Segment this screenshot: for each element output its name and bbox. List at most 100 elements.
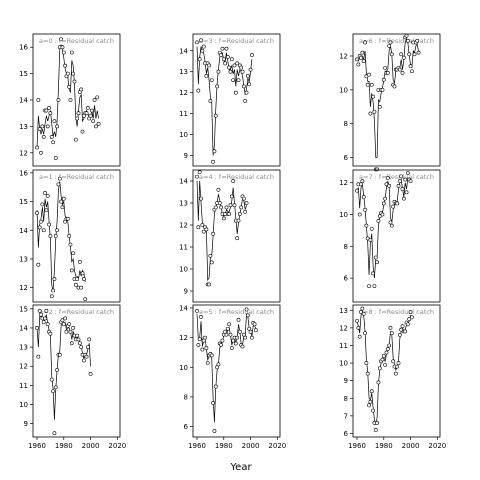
data-point — [61, 196, 66, 201]
data-point — [80, 129, 85, 134]
data-point — [254, 328, 258, 333]
data-point — [35, 326, 39, 330]
data-point — [211, 400, 215, 405]
data-point — [43, 191, 47, 195]
data-point — [203, 335, 207, 340]
data-point — [404, 190, 409, 195]
data-point — [372, 109, 377, 114]
data-point — [409, 69, 414, 74]
data-point — [244, 90, 249, 95]
data-point — [53, 385, 58, 390]
data-point — [416, 50, 421, 55]
data-point — [368, 399, 373, 404]
data-point — [243, 335, 248, 340]
data-point — [195, 174, 199, 179]
fitted-line — [36, 44, 99, 148]
x-tick-label: 2020 — [108, 442, 126, 450]
data-point — [403, 177, 408, 182]
y-tick-label: 11 — [339, 342, 348, 350]
data-point — [372, 284, 377, 289]
data-point — [60, 205, 65, 210]
data-point — [85, 345, 90, 349]
data-point — [359, 182, 363, 187]
data-point — [39, 219, 43, 224]
panel-label: a=8 : f=Residual catch — [359, 308, 434, 316]
data-point — [61, 322, 66, 327]
data-point — [216, 187, 221, 192]
data-point — [75, 333, 80, 338]
y-tick-label: 6 — [344, 154, 349, 162]
y-tick-label: 11 — [179, 110, 188, 118]
data-point — [248, 67, 253, 72]
data-point — [408, 310, 413, 314]
data-point — [233, 90, 238, 95]
data-point — [381, 77, 386, 82]
data-point — [68, 329, 73, 334]
data-point — [248, 329, 253, 334]
data-point — [88, 113, 93, 118]
data-point — [407, 52, 412, 57]
data-point — [201, 229, 206, 234]
y-tick-label: 13 — [19, 344, 28, 352]
data-point — [359, 310, 363, 314]
data-point — [45, 124, 50, 129]
data-point — [204, 227, 209, 232]
data-point — [381, 201, 386, 206]
y-tick-label: 14 — [19, 227, 28, 235]
data-point — [40, 202, 45, 207]
data-point — [87, 337, 92, 342]
data-point — [88, 371, 93, 376]
y-tick-label: 12 — [179, 222, 188, 230]
data-point — [244, 201, 249, 205]
data-point — [223, 61, 228, 66]
y-tick-label: 8 — [344, 243, 348, 251]
data-point — [360, 179, 365, 184]
data-point — [52, 119, 57, 124]
data-point — [223, 329, 228, 334]
data-point — [239, 65, 244, 70]
y-tick-label: 15 — [19, 70, 28, 78]
data-point — [56, 98, 61, 102]
data-point — [201, 44, 206, 49]
data-point — [397, 179, 402, 184]
data-point — [41, 135, 46, 139]
data-point — [200, 223, 205, 227]
data-point — [196, 225, 201, 230]
data-point — [364, 223, 369, 228]
data-point — [395, 364, 400, 369]
y-tick-label: 6 — [344, 275, 349, 283]
data-point — [219, 343, 224, 347]
data-point — [408, 179, 413, 184]
data-point — [392, 84, 397, 89]
data-point — [241, 332, 246, 337]
data-point — [231, 78, 236, 83]
data-point — [363, 331, 367, 336]
data-point — [224, 46, 229, 51]
data-point — [36, 262, 41, 267]
data-point — [83, 297, 88, 302]
data-point — [231, 179, 236, 183]
y-tick-label: 10 — [339, 360, 348, 368]
data-point — [67, 234, 72, 238]
data-point — [55, 228, 59, 233]
data-point — [39, 312, 43, 317]
data-point — [216, 362, 221, 367]
data-point — [41, 228, 46, 233]
data-point — [373, 428, 378, 432]
data-point — [243, 99, 248, 103]
data-point — [405, 38, 410, 43]
data-point — [376, 218, 381, 223]
data-point — [235, 335, 240, 340]
data-point — [400, 71, 405, 75]
data-point — [365, 82, 370, 87]
data-point — [91, 119, 96, 124]
y-tick-label: 16 — [19, 44, 28, 52]
y-tick-label: 12 — [339, 53, 348, 61]
panel-0: 12 13 14 15 16 a=0 : f=Residual catch — [19, 33, 121, 167]
data-point — [229, 194, 234, 199]
y-tick-label: 10 — [339, 211, 348, 219]
data-point — [395, 201, 400, 206]
data-point — [89, 108, 94, 113]
fitted-line — [356, 310, 413, 425]
